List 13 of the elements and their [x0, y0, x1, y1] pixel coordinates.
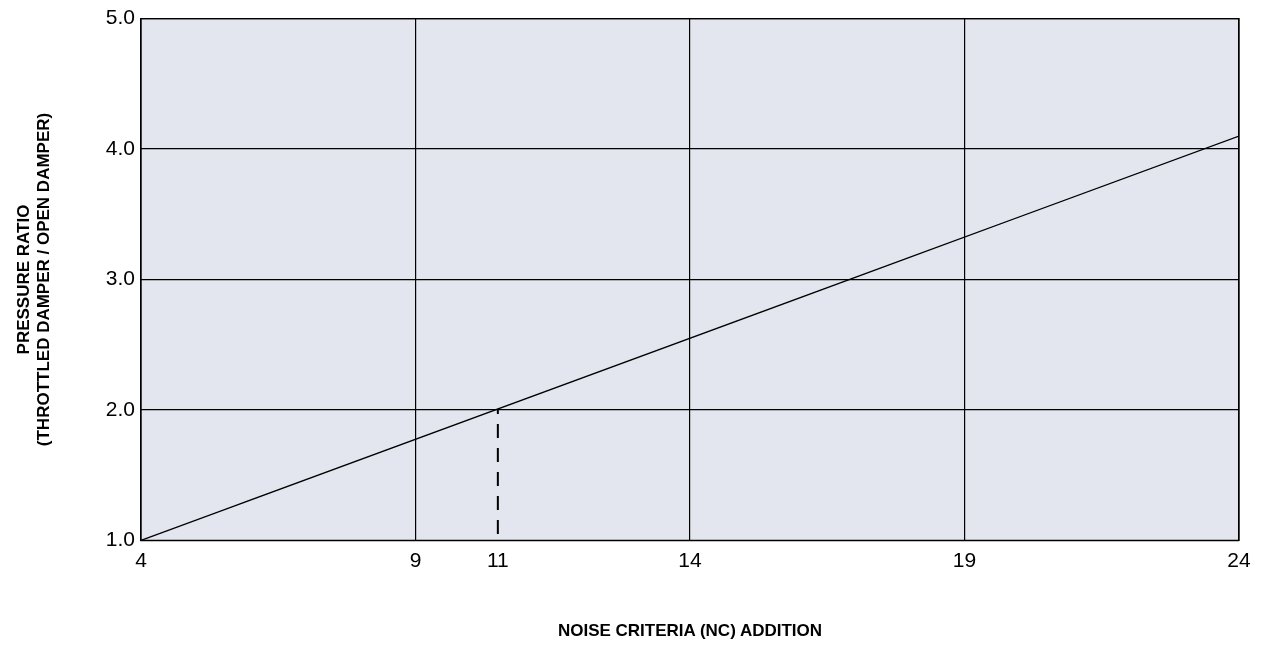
x-tick-label: 4 [135, 547, 148, 571]
x-axis-title: NOISE CRITERIA (NC) ADDITION [557, 621, 823, 641]
y-tick-label: 4.0 [105, 135, 135, 159]
y-tick-label: 3.0 [105, 266, 135, 290]
y-axis-title: PRESSURE RATIO (THROTTLED DAMPER / OPEN DAMPER) [13, 112, 54, 447]
x-tick-label: 9 [409, 547, 422, 571]
x-tick-label: 24 [1227, 547, 1251, 571]
y-tick-label: 5.0 [105, 5, 135, 29]
x-tick-label: 14 [678, 547, 702, 571]
y-tick-label: 1.0 [105, 527, 135, 551]
x-tick-label: 11 [486, 547, 509, 571]
x-tick-label: 19 [952, 547, 977, 571]
y-tick-label: 2.0 [105, 396, 135, 420]
